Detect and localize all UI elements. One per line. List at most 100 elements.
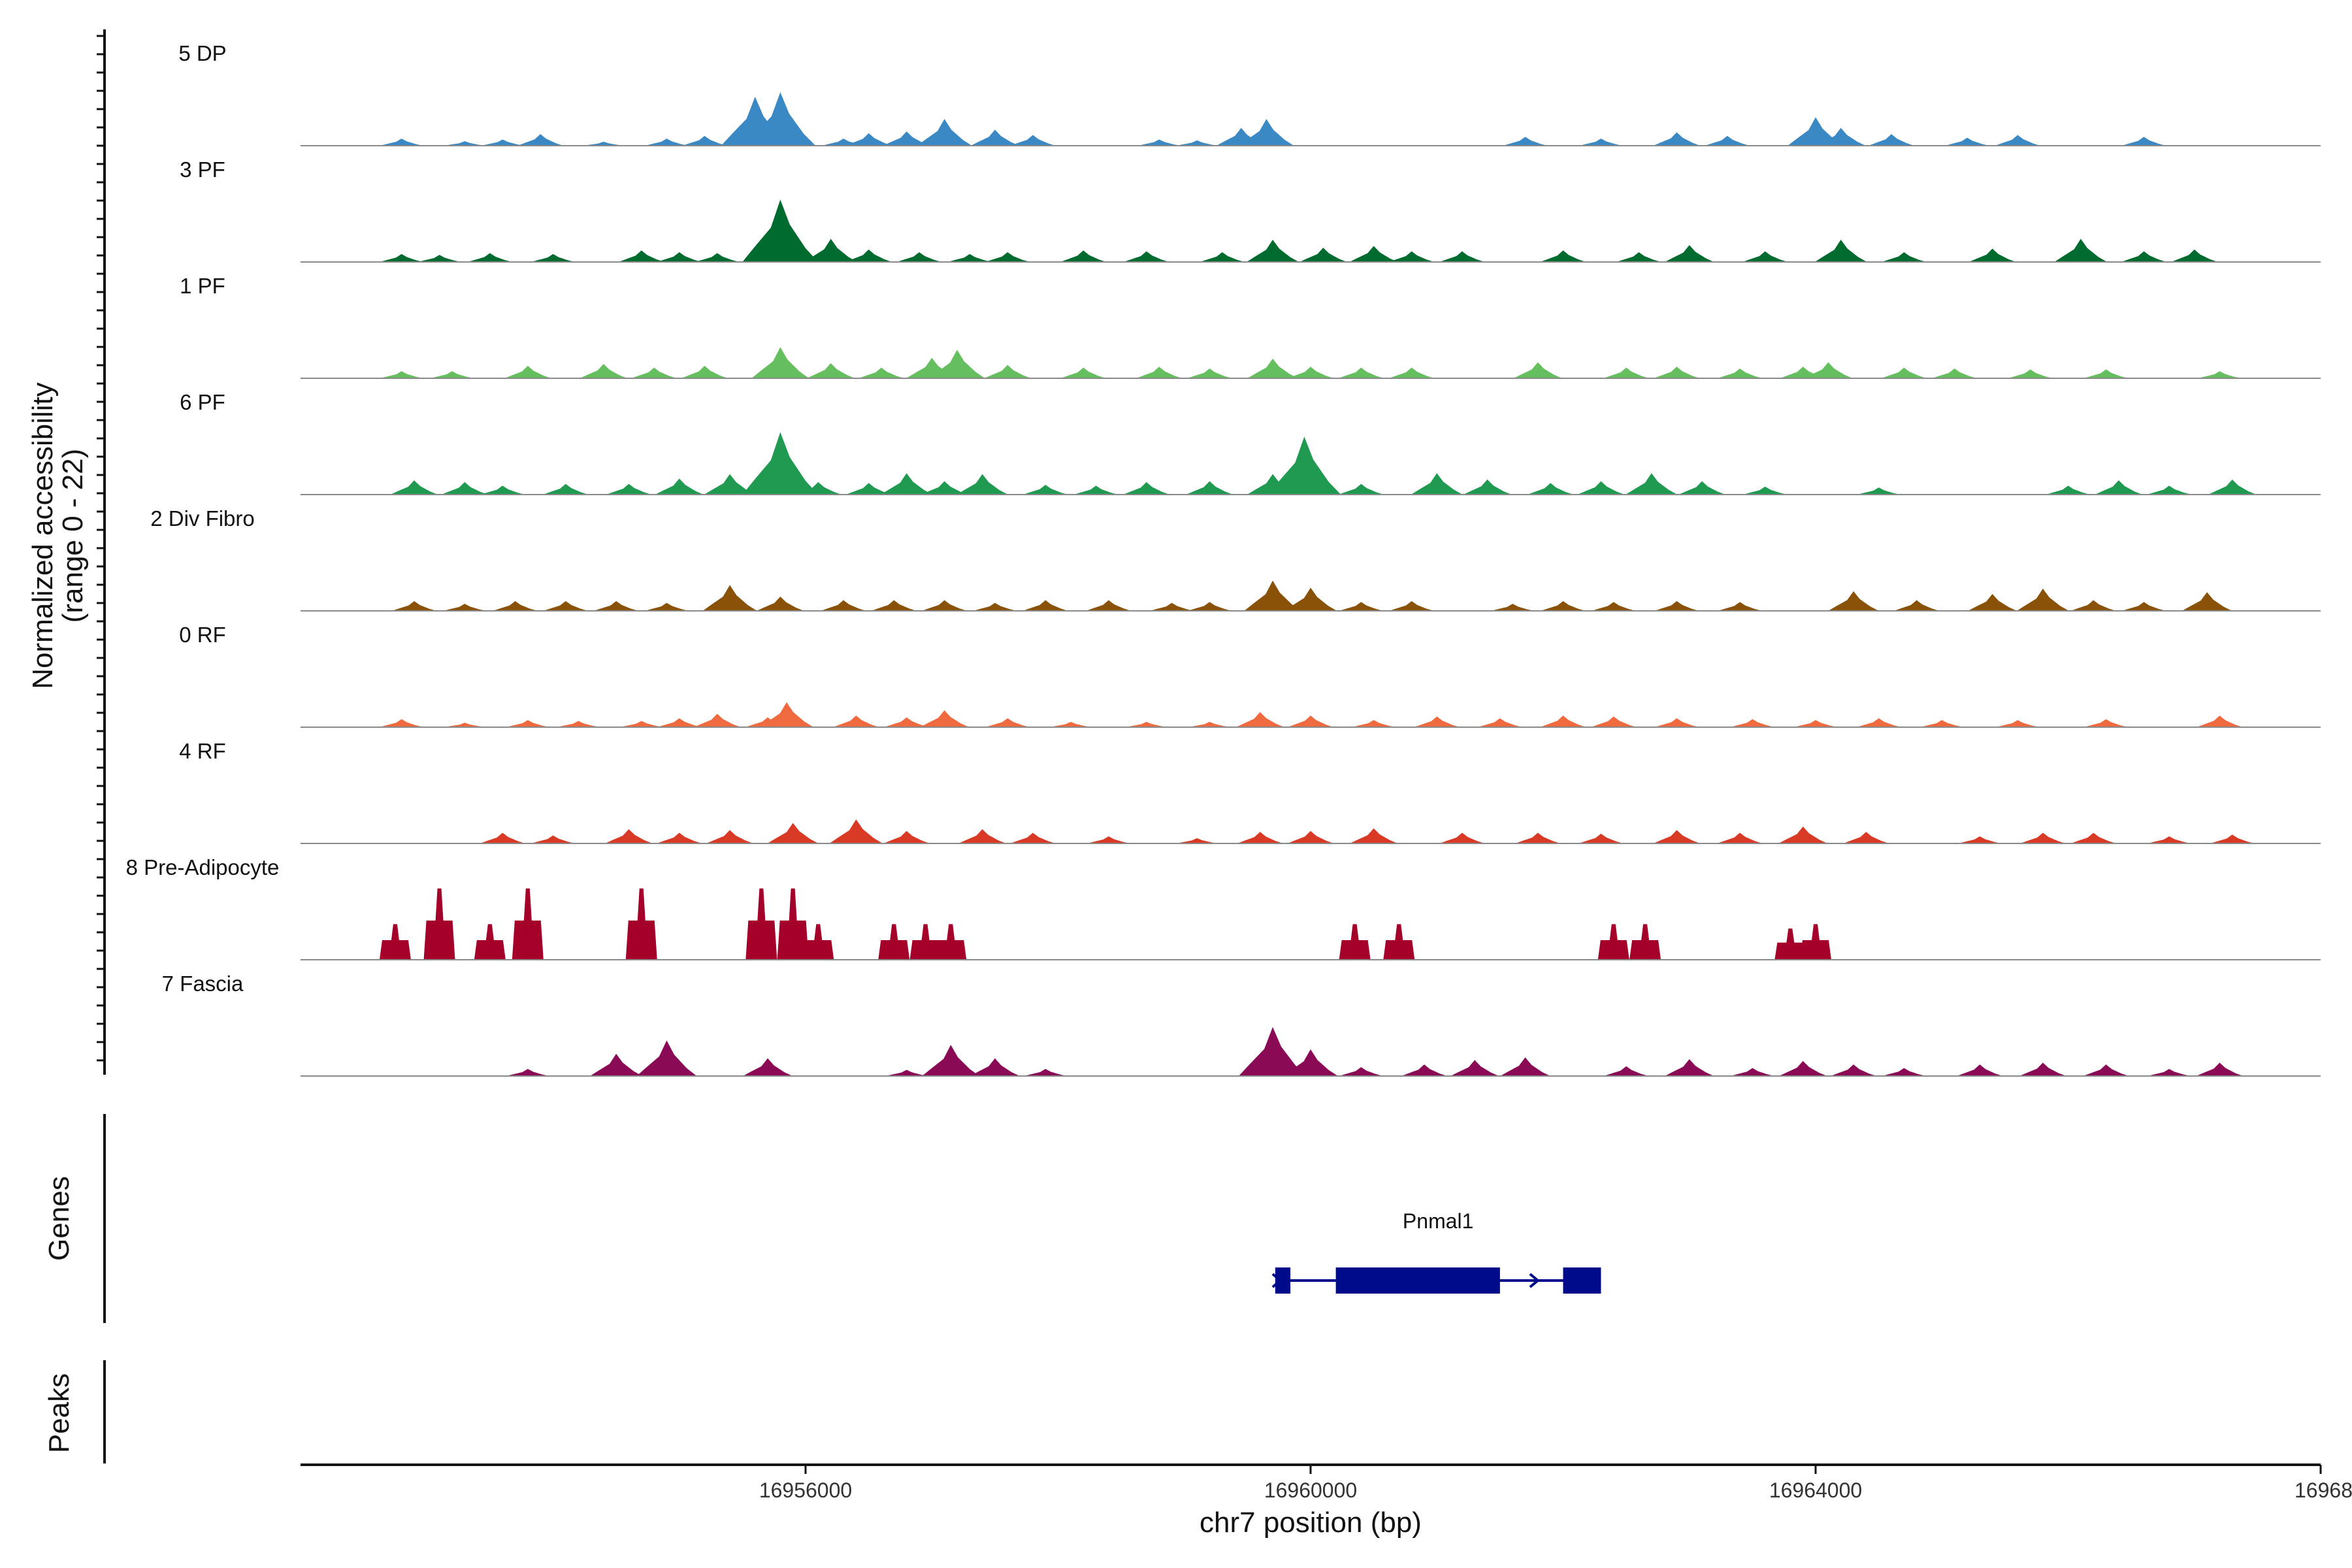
coverage-peak xyxy=(973,602,1017,611)
coverage-peak xyxy=(777,888,809,960)
coverage-peak xyxy=(1881,367,1927,378)
coverage-peak xyxy=(391,601,437,611)
x-axis-ticks: 16956000 16960000 16964000 16968000 xyxy=(759,1465,2352,1502)
coverage-peak xyxy=(1541,601,1586,611)
coverage-peak xyxy=(881,473,933,495)
x-axis-tick-label: 16960000 xyxy=(1264,1478,1357,1502)
track-label: 4 RF xyxy=(179,739,226,763)
coverage-peak xyxy=(1239,1027,1307,1076)
x-axis-tick-label: 16964000 xyxy=(1769,1478,1862,1502)
coverage-peak xyxy=(1010,135,1056,146)
coverage-peak xyxy=(1049,721,1092,727)
coverage-peak xyxy=(2083,369,2129,378)
coverage-peak xyxy=(1577,481,1625,495)
coverage-peak xyxy=(1653,830,1701,843)
coverage-peak xyxy=(1730,1068,1774,1076)
coverage-peak xyxy=(2147,485,2192,495)
y-axis-title-line1: Normalized accessibility xyxy=(27,382,59,689)
coverage-peak xyxy=(706,830,754,843)
coverage-peak xyxy=(2083,719,2129,727)
coverage-peak xyxy=(2046,485,2091,495)
coverage-peak xyxy=(531,835,576,843)
coverage-peak xyxy=(1957,1064,2003,1076)
coverage-peak xyxy=(1654,601,1699,611)
coverage-peak xyxy=(2070,600,2116,611)
coverage-peak xyxy=(656,832,702,843)
gene-pnmal1: Pnmal1 xyxy=(1271,1209,1601,1294)
coverage-peak xyxy=(878,924,910,960)
coverage-peak xyxy=(1967,594,2017,611)
coverage-peak xyxy=(1439,832,1485,843)
strand-arrow-icon xyxy=(1271,1273,1283,1288)
coverage-peak xyxy=(1022,600,1068,611)
coverage-peak xyxy=(444,141,486,146)
coverage-peak xyxy=(1450,1060,1499,1076)
coverage-peak xyxy=(2147,836,2191,843)
peaks-track-label: Peaks xyxy=(43,1373,75,1453)
coverage-peak xyxy=(956,474,1008,495)
coverage-peak xyxy=(1137,139,1181,146)
coverage-peak xyxy=(1717,368,1763,378)
coverage-peak xyxy=(1086,600,1132,611)
coverage-peak xyxy=(1237,832,1283,843)
coverage-peak xyxy=(1856,718,1901,727)
coverage-peak xyxy=(958,829,1006,843)
coverage-peak xyxy=(1463,479,1512,495)
coverage-peak xyxy=(929,350,985,378)
genes-track: Pnmal1 xyxy=(1271,1209,1601,1294)
coverage-peak xyxy=(2197,715,2243,727)
coverage-peak xyxy=(1299,248,1347,262)
coverage-peak xyxy=(380,253,424,262)
gene-exon xyxy=(1275,1267,1291,1294)
coverage-peak xyxy=(506,1069,550,1076)
coverage-peak xyxy=(1793,720,1838,727)
coverage-peak xyxy=(1882,1068,1926,1076)
track-label: 0 RF xyxy=(179,623,226,647)
coverage-peak xyxy=(1491,604,1535,611)
coverage-peak xyxy=(1830,1064,1877,1076)
coverage-peak xyxy=(1778,826,1828,843)
coverage-peak xyxy=(1411,473,1463,495)
x-axis-title: chr7 position (bp) xyxy=(1200,1507,1422,1539)
coverage-peak xyxy=(1060,250,1107,262)
coverage-peak xyxy=(883,830,930,843)
coverage-peak xyxy=(1616,252,1661,262)
coverage-peak xyxy=(1629,924,1661,960)
coverage-peak xyxy=(1283,1049,1338,1076)
track-label: 5 DP xyxy=(178,41,226,65)
coverage-peak xyxy=(2070,832,2116,843)
coverage-peak xyxy=(1678,481,1726,495)
coverage-peak xyxy=(1023,1069,1068,1076)
coverage-peak xyxy=(917,119,972,146)
coverage-peak xyxy=(390,480,438,495)
coverage-peak xyxy=(444,723,486,727)
coverage-peak xyxy=(1625,473,1678,495)
coverage-peak xyxy=(1540,250,1586,262)
coverage-peak xyxy=(1881,252,1927,262)
coverage-peak xyxy=(1339,602,1384,611)
coverage-peak xyxy=(1086,836,1130,843)
coverage-peak xyxy=(1287,830,1334,843)
track-0-rf: 0 RF xyxy=(179,623,2321,728)
coverage-peak xyxy=(467,253,512,262)
coverage-peak xyxy=(1388,251,1435,262)
coverage-peak xyxy=(441,482,488,495)
coverage-peak xyxy=(884,717,929,727)
coverage-peak xyxy=(806,363,855,378)
coverage-peak xyxy=(1389,601,1434,611)
coverage-peak xyxy=(2054,238,2108,262)
coverage-peak xyxy=(2121,602,2166,611)
coverage-peak xyxy=(921,600,968,611)
coverage-peak xyxy=(704,474,756,495)
strand-arrow-icon xyxy=(1529,1273,1540,1288)
track-label: 8 Pre-Adipocyte xyxy=(126,855,280,879)
coverage-peak xyxy=(833,715,879,727)
coverage-peak xyxy=(1591,602,1636,611)
coverage-peak xyxy=(1414,716,1460,727)
coverage-peak xyxy=(1653,132,1701,146)
coverage-peak xyxy=(896,252,942,262)
coverage-peak xyxy=(1235,711,1284,727)
coverage-peak xyxy=(1843,832,1889,843)
coverage-peak xyxy=(644,602,689,611)
